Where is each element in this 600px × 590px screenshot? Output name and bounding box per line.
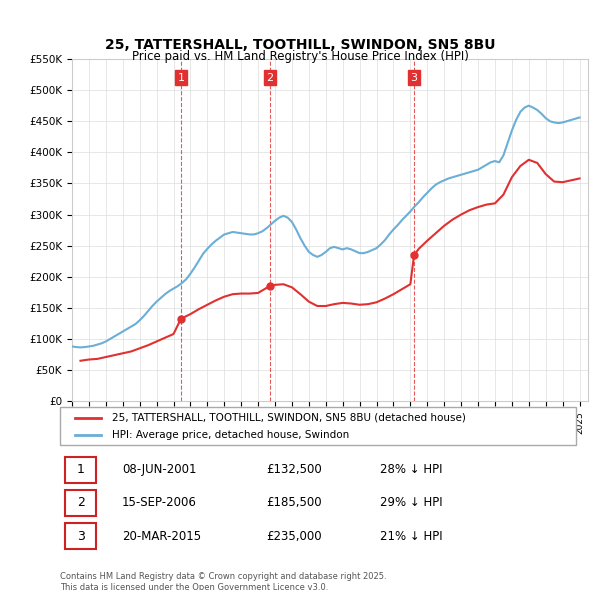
Text: 3: 3 — [410, 73, 418, 83]
Text: 20-MAR-2015: 20-MAR-2015 — [122, 529, 201, 543]
Text: £185,500: £185,500 — [266, 496, 322, 510]
Text: 2: 2 — [77, 496, 85, 510]
FancyBboxPatch shape — [65, 523, 96, 549]
Text: 08-JUN-2001: 08-JUN-2001 — [122, 463, 196, 477]
Text: 21% ↓ HPI: 21% ↓ HPI — [380, 529, 443, 543]
Text: 2: 2 — [266, 73, 274, 83]
FancyBboxPatch shape — [60, 407, 576, 445]
Text: HPI: Average price, detached house, Swindon: HPI: Average price, detached house, Swin… — [112, 430, 349, 440]
Text: 28% ↓ HPI: 28% ↓ HPI — [380, 463, 442, 477]
Text: 25, TATTERSHALL, TOOTHILL, SWINDON, SN5 8BU: 25, TATTERSHALL, TOOTHILL, SWINDON, SN5 … — [105, 38, 495, 53]
Text: 1: 1 — [178, 73, 184, 83]
Text: Contains HM Land Registry data © Crown copyright and database right 2025.
This d: Contains HM Land Registry data © Crown c… — [60, 572, 386, 590]
Text: £132,500: £132,500 — [266, 463, 322, 477]
Text: Price paid vs. HM Land Registry's House Price Index (HPI): Price paid vs. HM Land Registry's House … — [131, 50, 469, 63]
Text: £235,000: £235,000 — [266, 529, 322, 543]
FancyBboxPatch shape — [65, 457, 96, 483]
FancyBboxPatch shape — [65, 490, 96, 516]
Text: 1: 1 — [77, 463, 85, 477]
Text: 29% ↓ HPI: 29% ↓ HPI — [380, 496, 443, 510]
Text: 25, TATTERSHALL, TOOTHILL, SWINDON, SN5 8BU (detached house): 25, TATTERSHALL, TOOTHILL, SWINDON, SN5 … — [112, 413, 466, 423]
Text: 3: 3 — [77, 529, 85, 543]
Text: 15-SEP-2006: 15-SEP-2006 — [122, 496, 197, 510]
